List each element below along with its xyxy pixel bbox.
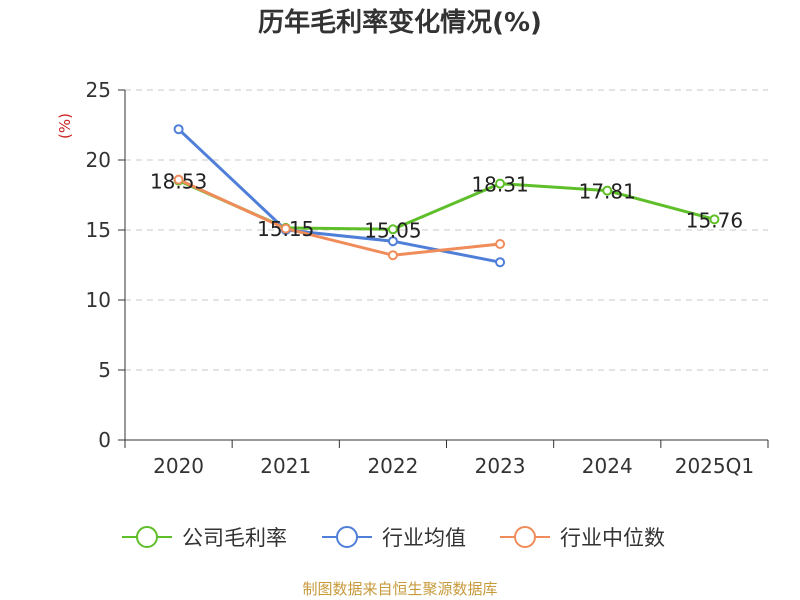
y-tick-label: 5 [98, 358, 111, 382]
series-point-3 [280, 223, 291, 234]
series-point-3 [173, 174, 184, 185]
legend-label-2: 行业均值 [382, 526, 466, 550]
data-label: 15.76 [686, 208, 743, 232]
series-point-1 [495, 178, 506, 189]
legend-marker-1 [136, 526, 158, 548]
x-tick-label: 2025Q1 [675, 454, 754, 478]
y-axis-label: (%) [56, 113, 74, 139]
y-tick-label: 15 [86, 218, 111, 242]
legend-label-1: 公司毛利率 [182, 526, 287, 550]
series-line-3 [177, 178, 501, 257]
source-footer: 制图数据来自恒生聚源数据库 [302, 580, 498, 598]
legend-label-3: 行业中位数 [560, 526, 665, 550]
data-label: 15.05 [364, 218, 421, 242]
series-point-2 [173, 124, 184, 135]
data-label: 15.15 [257, 217, 314, 241]
y-tick-label: 25 [86, 78, 111, 102]
data-label: 18.31 [471, 173, 528, 197]
x-tick-label: 2023 [475, 454, 526, 478]
data-label: 18.53 [150, 170, 207, 194]
x-tick-label: 2024 [582, 454, 633, 478]
x-tick-label: 2021 [260, 454, 311, 478]
y-tick-label: 10 [86, 288, 111, 312]
x-tick-label: 2022 [367, 454, 418, 478]
y-tick-label: 20 [86, 148, 111, 172]
series-point-1 [709, 214, 720, 225]
series-point-3 [387, 250, 398, 261]
legend-marker-3 [514, 526, 536, 548]
y-tick-label: 0 [98, 428, 111, 452]
series-point-2 [495, 257, 506, 268]
data-label: 17.81 [579, 180, 636, 204]
legend-marker-2 [336, 526, 358, 548]
series-point-1 [602, 185, 613, 196]
chart-title: 历年毛利率变化情况(%) [258, 8, 542, 38]
series-point-1 [387, 224, 398, 235]
series-point-3 [495, 239, 506, 249]
series-point-2 [387, 236, 398, 247]
x-tick-label: 2020 [153, 454, 204, 478]
series-line-2 [177, 128, 501, 264]
